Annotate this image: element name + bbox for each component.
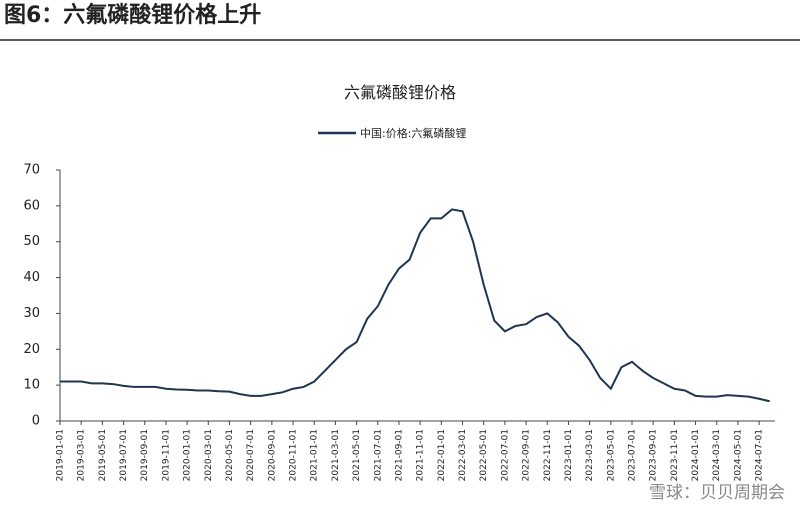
x-tick-label: 2021-09-01	[394, 429, 404, 481]
x-tick-label: 2019-07-01	[119, 429, 129, 481]
chart-title: 六氟磷酸锂价格	[344, 83, 456, 102]
y-tick-label: 60	[23, 198, 40, 213]
y-tick-label: 10	[23, 378, 40, 393]
watermark: 雪球：贝贝周期会	[649, 483, 785, 503]
x-tick-label: 2020-07-01	[246, 429, 256, 481]
y-tick-label: 50	[23, 234, 40, 249]
x-tick-label: 2020-09-01	[267, 429, 277, 481]
x-tick-label: 2022-01-01	[437, 429, 447, 481]
x-tick-label: 2023-01-01	[564, 429, 574, 481]
x-tick-label: 2021-07-01	[373, 429, 383, 481]
x-tick-label: 2020-11-01	[289, 429, 299, 481]
x-tick-label: 2022-07-01	[500, 429, 510, 481]
x-tick-label: 2021-01-01	[310, 429, 320, 481]
x-tick-label: 2020-03-01	[204, 429, 214, 481]
header-title: 图6：六氟磷酸锂价格上升	[4, 2, 261, 28]
x-tick-label: 2024-03-01	[712, 429, 722, 481]
x-tick-label: 2019-11-01	[161, 429, 171, 481]
y-tick-label: 40	[23, 270, 40, 285]
legend-label: 中国:价格:六氟磷酸锂	[360, 126, 466, 140]
x-tick-label: 2020-01-01	[183, 429, 193, 481]
x-tick-label: 2022-09-01	[522, 429, 532, 481]
x-tick-label: 2019-03-01	[77, 429, 87, 481]
x-tick-label: 2024-01-01	[691, 429, 701, 481]
x-tick-label: 2021-03-01	[331, 429, 341, 481]
x-tick-label: 2020-05-01	[225, 429, 235, 481]
x-tick-label: 2022-05-01	[479, 429, 489, 481]
x-tick-label: 2024-07-01	[755, 429, 765, 481]
x-tick-label: 2019-01-01	[56, 429, 66, 481]
x-tick-label: 2022-11-01	[543, 429, 553, 481]
x-tick-label: 2021-05-01	[352, 429, 362, 481]
x-tick-label: 2023-09-01	[649, 429, 659, 481]
y-tick-label: 20	[23, 342, 40, 357]
y-tick-label: 0	[32, 414, 40, 429]
x-tick-label: 2023-07-01	[628, 429, 638, 481]
x-tick-label: 2022-03-01	[458, 429, 468, 481]
y-tick-label: 30	[23, 306, 40, 321]
x-tick-label: 2023-03-01	[585, 429, 595, 481]
y-tick-label: 70	[23, 163, 40, 178]
x-tick-label: 2019-09-01	[140, 429, 150, 481]
x-tick-label: 2023-11-01	[670, 429, 680, 481]
x-tick-label: 2023-05-01	[606, 429, 616, 481]
x-tick-label: 2019-05-01	[98, 429, 108, 481]
price-line	[60, 208, 770, 403]
x-tick-label: 2021-11-01	[416, 429, 426, 481]
x-tick-label: 2024-05-01	[733, 429, 743, 481]
